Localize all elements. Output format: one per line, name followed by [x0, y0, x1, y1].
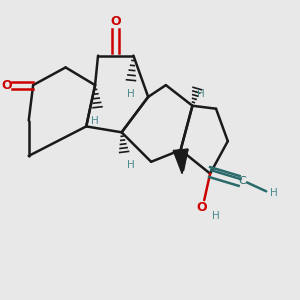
Text: O: O	[1, 79, 12, 92]
Text: O: O	[196, 201, 207, 214]
Polygon shape	[173, 149, 188, 171]
Text: H: H	[91, 116, 99, 125]
Text: H: H	[212, 212, 220, 221]
Text: O: O	[110, 15, 121, 28]
Text: H: H	[127, 160, 134, 170]
Text: H: H	[270, 188, 278, 198]
Text: H: H	[197, 89, 205, 99]
Text: C: C	[239, 176, 246, 186]
Text: H: H	[127, 89, 134, 99]
Polygon shape	[173, 149, 188, 174]
